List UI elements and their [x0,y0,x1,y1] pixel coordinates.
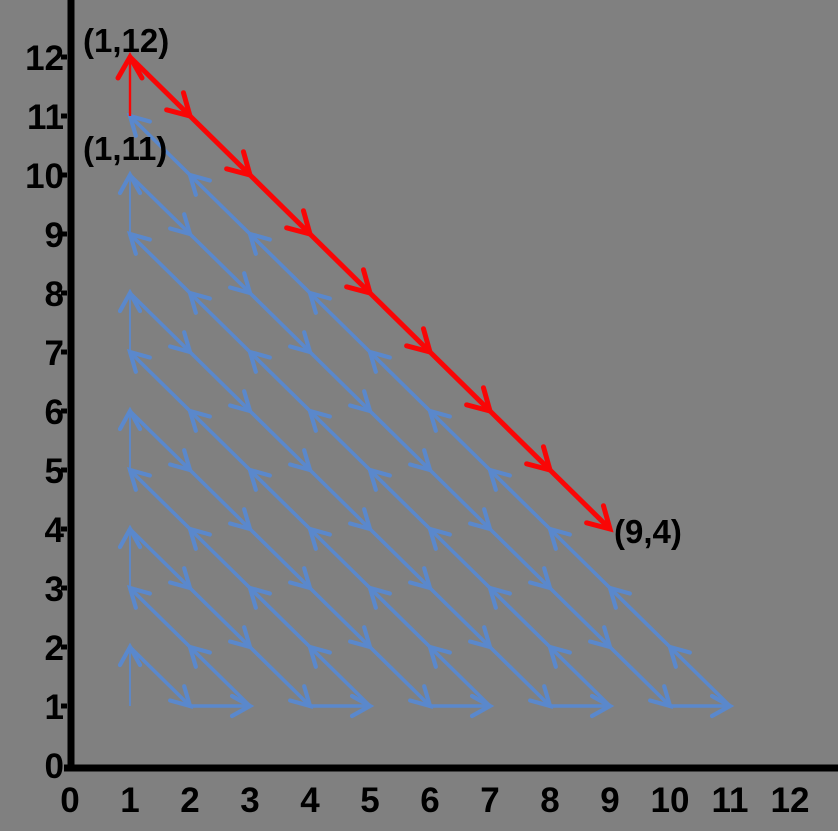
path-arrow [126,112,192,177]
path-arrow [248,409,314,474]
path-arrow [428,468,494,533]
path-arrow [128,645,194,710]
path-arrow [488,527,554,592]
y-tick-label: 11 [27,98,64,137]
path-arrow [546,643,612,708]
path-arrow-highlight [308,232,374,297]
path-arrow [128,527,194,592]
x-tick-label: 2 [180,781,199,820]
y-tick-label: 0 [45,747,64,786]
path-arrow-highlight [488,409,554,474]
path-arrow [246,466,312,531]
path-arrow [308,350,374,415]
path-arrow [128,173,194,238]
path-arrow [126,466,192,531]
path-arrow [308,468,374,533]
path-arrow [366,584,432,649]
x-tick-label: 5 [360,781,379,820]
path-arrow-highlight [248,173,314,238]
path-arrow [186,407,252,472]
y-tick-label: 8 [45,275,64,314]
path-arrow [186,643,252,708]
path-arrow [608,645,674,710]
path-arrow [548,586,614,651]
x-tick-label: 0 [60,781,79,820]
y-tick-label: 3 [45,570,64,609]
x-tick-label: 1 [120,781,139,820]
x-tick-label: 3 [240,781,259,820]
x-tick-label: 4 [300,781,320,820]
path-arrow [486,584,552,649]
y-tick-label: 6 [45,393,64,432]
y-tick-label: 2 [45,629,64,668]
x-tick-label: 8 [540,781,559,820]
path-arrow [188,232,254,297]
path-arrow [246,584,312,649]
path-arrow [666,643,732,708]
point-label: (1,12) [83,22,169,59]
path-arrow [128,291,194,356]
path-arrow [486,466,552,531]
x-tick-label: 6 [420,781,439,820]
y-tick-label: 1 [45,688,64,727]
path-arrow [246,348,312,413]
path-arrow [248,527,314,592]
y-tick-label: 4 [45,511,65,550]
path-arrow [366,466,432,531]
path-arrow [186,171,252,236]
y-tick-label: 7 [45,334,64,373]
path-arrow [306,289,372,354]
path-arrow [306,525,372,590]
path-arrow [426,407,492,472]
path-arrow [428,586,494,651]
path-arrow-highlight [548,468,614,533]
path-arrow [248,645,314,710]
x-tick-label: 12 [771,781,810,820]
path-arrow [126,348,192,413]
path-arrow [488,645,554,710]
path-arrow [246,230,312,295]
x-tick-label: 10 [651,781,690,820]
y-tick-label: 10 [25,157,64,196]
x-tick-label: 11 [712,781,749,820]
path-arrow-highlight [128,55,194,120]
path-arrow [248,291,314,356]
path-arrow [368,645,434,710]
y-tick-label: 5 [45,452,64,491]
path-arrow [306,407,372,472]
path-arrow [426,525,492,590]
point-label: (1,11) [83,130,167,167]
path-arrow [368,527,434,592]
path-arrow [188,350,254,415]
path-arrow [368,409,434,474]
path-arrow-highlight [188,114,254,179]
x-tick-label: 9 [600,781,619,820]
path-arrow-highlight [368,291,434,356]
path-arrow [126,584,192,649]
path-arrow [186,525,252,590]
path-arrow [308,586,374,651]
path-arrow [366,348,432,413]
enumeration-path [115,51,735,719]
path-arrow [606,584,672,649]
path-arrow [546,525,612,590]
path-arrow [426,643,492,708]
path-arrow-highlight [428,350,494,415]
path-arrow [126,230,192,295]
path-arrow [186,289,252,354]
axes [61,0,838,772]
x-tick-label: 7 [480,781,499,820]
y-tick-label: 12 [25,39,64,78]
path-arrow [128,409,194,474]
path-arrow [306,643,372,708]
point-labels: (1,12) (1,11) (9,4) [83,22,682,550]
path-arrow [188,586,254,651]
y-tick-label: 9 [45,216,64,255]
point-label: (9,4) [614,513,682,550]
path-arrow [188,468,254,533]
